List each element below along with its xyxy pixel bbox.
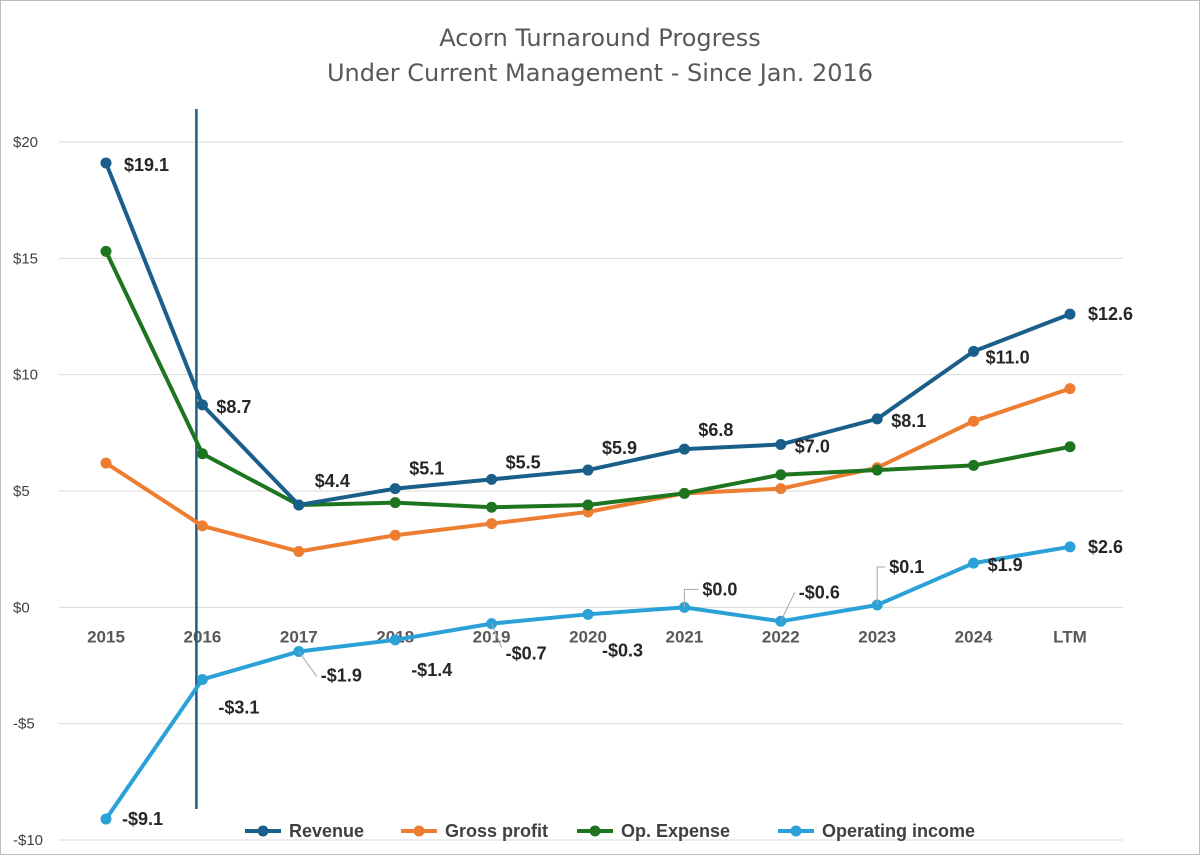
op-expense-point <box>582 499 594 511</box>
x-tick-label: 2024 <box>955 627 993 646</box>
revenue-point <box>678 443 690 455</box>
operating-income-data-label: $0.1 <box>889 557 924 577</box>
gross-profit-point <box>486 518 498 530</box>
revenue-line <box>104 160 1072 507</box>
revenue-data-label: $5.1 <box>409 459 444 479</box>
y-axis: $20 $15 $10 $5 $0 -$5 -$10 <box>13 134 43 849</box>
revenue-point <box>486 473 498 485</box>
operating-income-point <box>1064 541 1076 553</box>
revenue-data-label: $19.1 <box>124 155 169 175</box>
x-tick-label: 2015 <box>87 627 125 646</box>
revenue-data-label: $7.0 <box>795 436 830 456</box>
op-expense-point <box>196 448 208 460</box>
x-tick-label: 2017 <box>280 627 318 646</box>
legend-label-gross-profit: Gross profit <box>445 821 548 841</box>
operating-income-data-label: $1.9 <box>988 555 1023 575</box>
legend-swatch-marker <box>589 825 601 837</box>
y-tick-label: -$10 <box>13 832 43 849</box>
gross-profit-point <box>100 457 112 469</box>
revenue-data-label: $11.0 <box>986 347 1030 367</box>
leader-line <box>780 592 796 622</box>
revenue-point <box>968 345 980 357</box>
gross-profit-point <box>293 545 305 557</box>
revenue-data-label: $4.4 <box>315 471 350 491</box>
revenue-point <box>582 464 594 476</box>
chart-title: Acorn Turnaround Progress <box>439 24 760 52</box>
operating-income-data-label: -$1.4 <box>411 660 452 680</box>
op-expense-point <box>775 469 787 481</box>
legend-swatch-marker <box>413 825 425 837</box>
y-tick-label: $0 <box>13 599 30 616</box>
operating-income-data-label: -$0.3 <box>602 640 643 660</box>
gross-profit-point <box>1064 383 1076 395</box>
x-tick-label: 2016 <box>183 627 221 646</box>
x-axis: 2015201620172018201920202021202220232024… <box>87 627 1087 646</box>
x-tick-label: 2020 <box>569 627 607 646</box>
operating-income-data-label: -$0.6 <box>799 582 840 602</box>
op-expense-point <box>389 497 401 509</box>
legend-label-revenue: Revenue <box>289 821 364 841</box>
x-tick-label: 2019 <box>473 627 511 646</box>
x-tick-label: 2023 <box>858 627 896 646</box>
revenue-point <box>293 499 305 511</box>
legend-swatch-marker <box>790 825 802 837</box>
revenue-data-label: $5.9 <box>602 438 637 458</box>
x-tick-label: 2022 <box>762 627 800 646</box>
op-expense-point <box>968 459 980 471</box>
leader-line <box>876 566 886 606</box>
operating-income-data-label: -$1.9 <box>321 666 362 686</box>
legend: Revenue Gross profit Op. Expense Operating … <box>245 821 975 841</box>
y-tick-label: $15 <box>13 250 38 267</box>
operating-income-point <box>389 634 401 646</box>
y-tick-label: $5 <box>13 483 30 500</box>
x-tick-label: 2021 <box>665 627 703 646</box>
data-labels: $19.1 $8.7 $4.4 $5.1 $5.5 $5.9 $6.8 $7.0 $8.1 $11… <box>122 155 1133 829</box>
revenue-point <box>1064 308 1076 320</box>
op-expense-point <box>1064 441 1076 453</box>
gross-profit-point <box>775 483 787 495</box>
legend-swatch-marker <box>257 825 269 837</box>
operating-income-data-label: -$0.7 <box>506 644 547 664</box>
operating-income-data-label: $0.0 <box>702 579 737 599</box>
leader-line <box>298 651 318 677</box>
op-expense-point <box>486 501 498 513</box>
revenue-data-label: $12.6 <box>1088 304 1133 324</box>
op-expense-point <box>678 487 690 499</box>
y-tick-label: $10 <box>13 367 38 384</box>
operating-income-point <box>196 673 208 685</box>
x-tick-label: LTM <box>1053 627 1087 646</box>
revenue-point <box>100 157 112 169</box>
revenue-point <box>871 413 883 425</box>
gross-profit-point <box>389 529 401 541</box>
gross-profit-point <box>968 415 980 427</box>
revenue-data-label: $6.8 <box>698 420 733 440</box>
gridlines <box>59 141 1123 841</box>
series-group <box>100 157 1076 825</box>
operating-income-data-label: $2.6 <box>1088 537 1123 557</box>
op-expense-point <box>871 464 883 476</box>
op-expense-point <box>100 245 112 257</box>
gross-profit-point <box>196 520 208 532</box>
operating-income-point <box>100 813 112 825</box>
leader-line <box>683 588 699 608</box>
y-tick-label: -$5 <box>13 716 35 733</box>
y-tick-label: $20 <box>13 134 38 151</box>
revenue-data-label: $8.7 <box>216 397 251 417</box>
operating-income-point <box>582 608 594 620</box>
legend-label-op-expense: Op. Expense <box>621 821 730 841</box>
operating-income-data-label: -$9.1 <box>122 809 163 829</box>
revenue-data-label: $8.1 <box>891 411 926 431</box>
leader-line <box>491 623 503 648</box>
revenue-point <box>196 399 208 411</box>
revenue-point <box>389 483 401 495</box>
operating-income-line <box>104 544 1072 822</box>
legend-label-operating-income: Operating income <box>822 821 975 841</box>
revenue-data-label: $5.5 <box>506 452 541 472</box>
revenue-point <box>775 438 787 450</box>
operating-income-point <box>968 557 980 569</box>
operating-income-data-label: -$3.1 <box>218 697 259 717</box>
chart-subtitle: Under Current Management - Since Jan. 20… <box>327 59 873 87</box>
